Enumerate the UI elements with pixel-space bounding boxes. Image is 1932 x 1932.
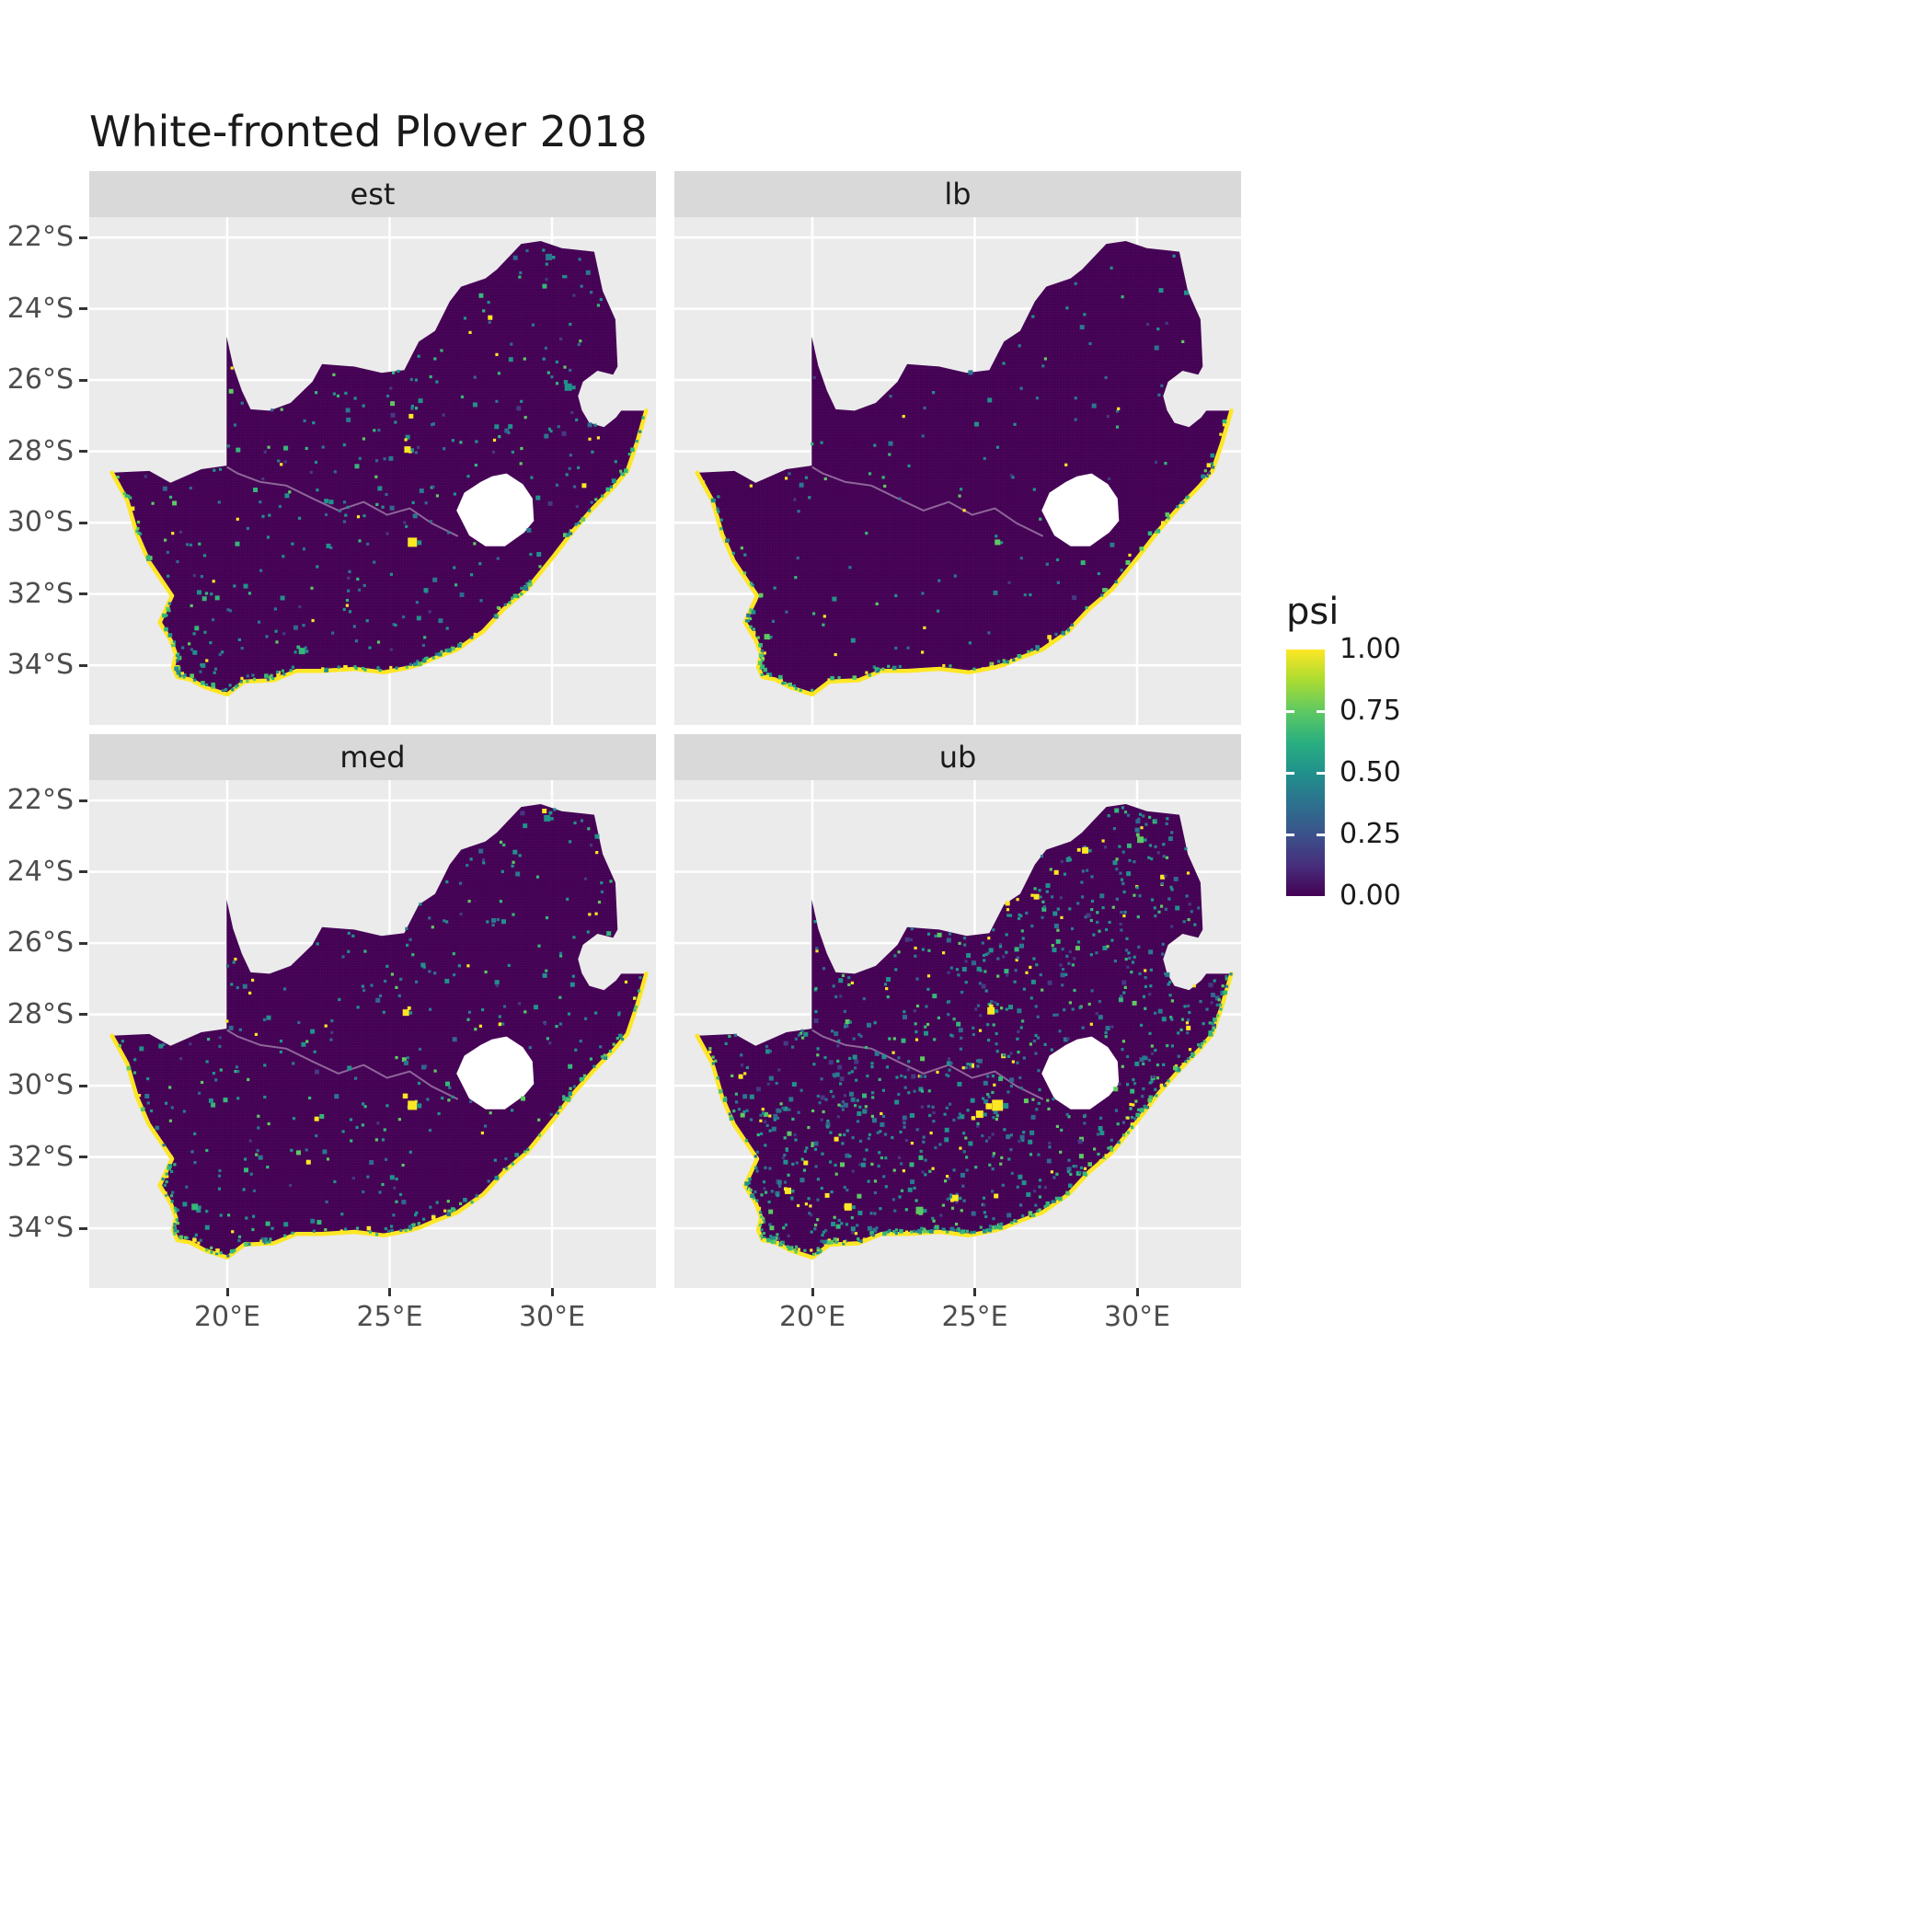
legend-colorbar	[1286, 650, 1325, 896]
colorbar-tick	[1286, 709, 1294, 713]
y-axis-tick	[79, 1013, 87, 1017]
facet-map-lb	[674, 217, 1241, 725]
x-axis-tick	[388, 1288, 392, 1296]
facet-strip-med: med	[89, 734, 656, 780]
y-axis-tick	[79, 1226, 87, 1230]
y-axis-tick	[79, 1156, 87, 1159]
x-axis-tick	[1135, 1288, 1139, 1296]
colorbar-tick	[1317, 771, 1325, 775]
x-axis-label: 25°E	[356, 1301, 423, 1333]
y-axis-tick	[79, 450, 87, 454]
y-axis-label: 26°S	[6, 926, 74, 960]
colorbar-tick	[1286, 771, 1294, 775]
legend-label: 0.00	[1340, 880, 1401, 912]
y-axis-label: 30°S	[6, 506, 74, 539]
x-axis-label: 30°E	[518, 1301, 586, 1333]
x-axis-label: 30°E	[1103, 1301, 1171, 1333]
facet-panel-ub	[674, 780, 1241, 1288]
y-axis-tick	[79, 236, 87, 239]
facet-map-med	[89, 780, 656, 1288]
y-axis-label: 22°S	[6, 221, 74, 254]
y-axis-label: 28°S	[6, 997, 74, 1030]
y-axis-tick	[79, 592, 87, 596]
y-axis-label: 32°S	[6, 577, 74, 610]
y-axis-label: 28°S	[6, 434, 74, 467]
y-axis-label: 24°S	[6, 292, 74, 325]
legend-label: 0.25	[1340, 818, 1401, 850]
x-axis-tick	[811, 1288, 814, 1296]
legend-labels: 1.00 0.75 0.50 0.25 0.00	[1340, 633, 1450, 912]
y-axis-tick	[79, 521, 87, 524]
facet-strip-est: est	[89, 171, 656, 217]
facet-panel-lb	[674, 217, 1241, 725]
x-axis-label: 20°E	[193, 1301, 261, 1333]
y-axis-tick	[79, 307, 87, 311]
legend-label: 1.00	[1340, 633, 1401, 665]
y-axis-tick	[79, 799, 87, 802]
y-axis-tick	[79, 1084, 87, 1087]
y-axis-tick	[79, 870, 87, 874]
plot-title: White-fronted Plover 2018	[89, 107, 648, 156]
y-axis-label: 24°S	[6, 855, 74, 888]
facet-panel-est	[89, 217, 656, 725]
facet-map-est	[89, 217, 656, 725]
x-axis-label: 25°E	[941, 1301, 1008, 1333]
x-axis-tick	[550, 1288, 554, 1296]
legend: psi 1.00 0.75 0.50 0.25 0.00	[1286, 591, 1401, 912]
y-axis-tick	[79, 941, 87, 945]
legend-label: 0.50	[1340, 756, 1401, 788]
y-axis-label: 26°S	[6, 363, 74, 397]
legend-title: psi	[1286, 591, 1340, 633]
legend-label: 0.75	[1340, 695, 1401, 727]
facet-strip-ub: ub	[674, 734, 1241, 780]
facet-panel-med	[89, 780, 656, 1288]
legend-body: 1.00 0.75 0.50 0.25 0.00	[1286, 633, 1401, 912]
y-axis-label: 34°S	[6, 649, 74, 682]
colorbar-tick	[1286, 833, 1294, 836]
facet-map-ub	[674, 780, 1241, 1288]
y-axis-label: 32°S	[6, 1140, 74, 1173]
y-axis-label: 30°S	[6, 1069, 74, 1102]
y-axis-label: 22°S	[6, 784, 74, 817]
x-axis-tick	[225, 1288, 229, 1296]
x-axis-label: 20°E	[778, 1301, 846, 1333]
colorbar-tick	[1317, 833, 1325, 836]
x-axis-tick	[973, 1288, 977, 1296]
y-axis-tick	[79, 378, 87, 382]
y-axis-tick	[79, 663, 87, 667]
facet-strip-lb: lb	[674, 171, 1241, 217]
colorbar-tick	[1317, 709, 1325, 713]
y-axis-label: 34°S	[6, 1212, 74, 1245]
